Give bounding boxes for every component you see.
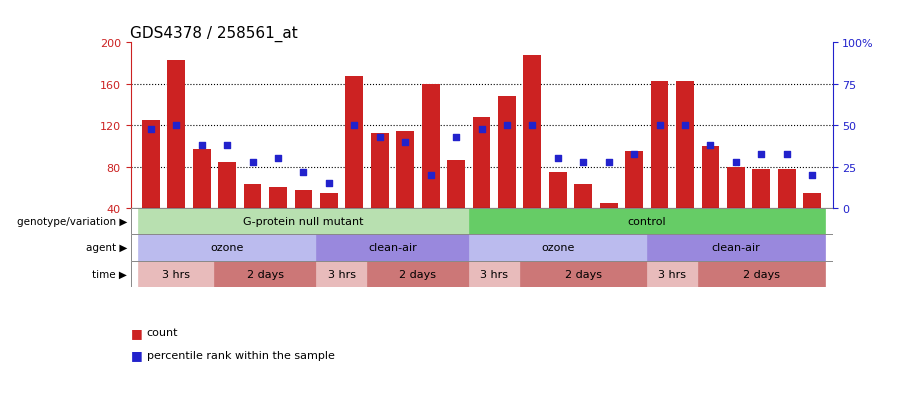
Bar xyxy=(193,150,211,209)
Bar xyxy=(676,82,694,209)
Bar xyxy=(524,56,541,209)
Point xyxy=(246,159,260,166)
Point xyxy=(703,142,717,149)
Bar xyxy=(244,185,262,209)
Bar xyxy=(701,147,719,209)
Point xyxy=(779,151,794,157)
Bar xyxy=(469,261,519,287)
Point xyxy=(576,159,590,166)
Text: 3 hrs: 3 hrs xyxy=(481,269,508,279)
Bar xyxy=(778,169,796,209)
Bar xyxy=(396,131,414,209)
Point xyxy=(551,156,565,162)
Text: clean-air: clean-air xyxy=(712,243,760,253)
Bar xyxy=(214,261,316,287)
Bar xyxy=(519,261,647,287)
Bar xyxy=(626,152,643,209)
Bar xyxy=(269,188,287,209)
Text: clean-air: clean-air xyxy=(368,243,417,253)
Point xyxy=(601,159,616,166)
Bar xyxy=(498,97,516,209)
Bar xyxy=(167,61,185,209)
Bar xyxy=(469,209,825,235)
Text: 2 days: 2 days xyxy=(564,269,602,279)
Point xyxy=(652,123,667,129)
Bar xyxy=(469,235,647,261)
Bar xyxy=(316,261,367,287)
Bar xyxy=(294,190,312,209)
Point xyxy=(194,142,209,149)
Text: genotype/variation ▶: genotype/variation ▶ xyxy=(16,217,127,227)
Bar xyxy=(422,85,439,209)
Text: 3 hrs: 3 hrs xyxy=(162,269,190,279)
Point xyxy=(423,172,437,179)
Point xyxy=(474,126,489,133)
Bar xyxy=(346,76,364,209)
Bar xyxy=(138,209,469,235)
Bar xyxy=(138,235,316,261)
Point xyxy=(144,126,158,133)
Point xyxy=(321,180,336,187)
Text: G-protein null mutant: G-protein null mutant xyxy=(243,217,364,227)
Bar xyxy=(218,162,236,209)
Text: 2 days: 2 days xyxy=(400,269,436,279)
Bar xyxy=(142,121,160,209)
Text: 3 hrs: 3 hrs xyxy=(328,269,356,279)
Text: control: control xyxy=(627,217,666,227)
Bar xyxy=(647,235,825,261)
Bar xyxy=(447,160,465,209)
Bar xyxy=(316,235,469,261)
Text: ■: ■ xyxy=(130,326,142,339)
Text: 3 hrs: 3 hrs xyxy=(658,269,687,279)
Point xyxy=(449,134,464,141)
Point xyxy=(220,142,234,149)
Point xyxy=(678,123,692,129)
Text: ■: ■ xyxy=(130,349,142,362)
Text: agent ▶: agent ▶ xyxy=(86,243,127,253)
Point xyxy=(169,123,184,129)
Bar xyxy=(752,169,770,209)
Bar xyxy=(371,133,389,209)
Bar xyxy=(472,118,490,209)
Point xyxy=(500,123,514,129)
Text: time ▶: time ▶ xyxy=(92,269,127,279)
Bar xyxy=(138,261,214,287)
Point xyxy=(271,156,285,162)
Bar xyxy=(574,185,592,209)
Point xyxy=(729,159,743,166)
Bar xyxy=(367,261,469,287)
Text: ozone: ozone xyxy=(541,243,574,253)
Text: 2 days: 2 days xyxy=(247,269,284,279)
Point xyxy=(373,134,387,141)
Bar xyxy=(727,167,745,209)
Bar xyxy=(803,193,821,209)
Text: count: count xyxy=(147,328,178,337)
Point xyxy=(805,172,819,179)
Bar xyxy=(599,204,617,209)
Point xyxy=(296,169,310,176)
Point xyxy=(627,151,642,157)
Text: ozone: ozone xyxy=(211,243,244,253)
Point xyxy=(398,139,412,146)
Text: percentile rank within the sample: percentile rank within the sample xyxy=(147,350,335,360)
Bar xyxy=(320,193,338,209)
Bar xyxy=(647,261,698,287)
Point xyxy=(526,123,540,129)
Bar xyxy=(549,173,567,209)
Bar xyxy=(698,261,825,287)
Text: 2 days: 2 days xyxy=(742,269,779,279)
Point xyxy=(347,123,362,129)
Text: GDS4378 / 258561_at: GDS4378 / 258561_at xyxy=(130,26,298,42)
Bar xyxy=(651,82,669,209)
Point xyxy=(754,151,769,157)
